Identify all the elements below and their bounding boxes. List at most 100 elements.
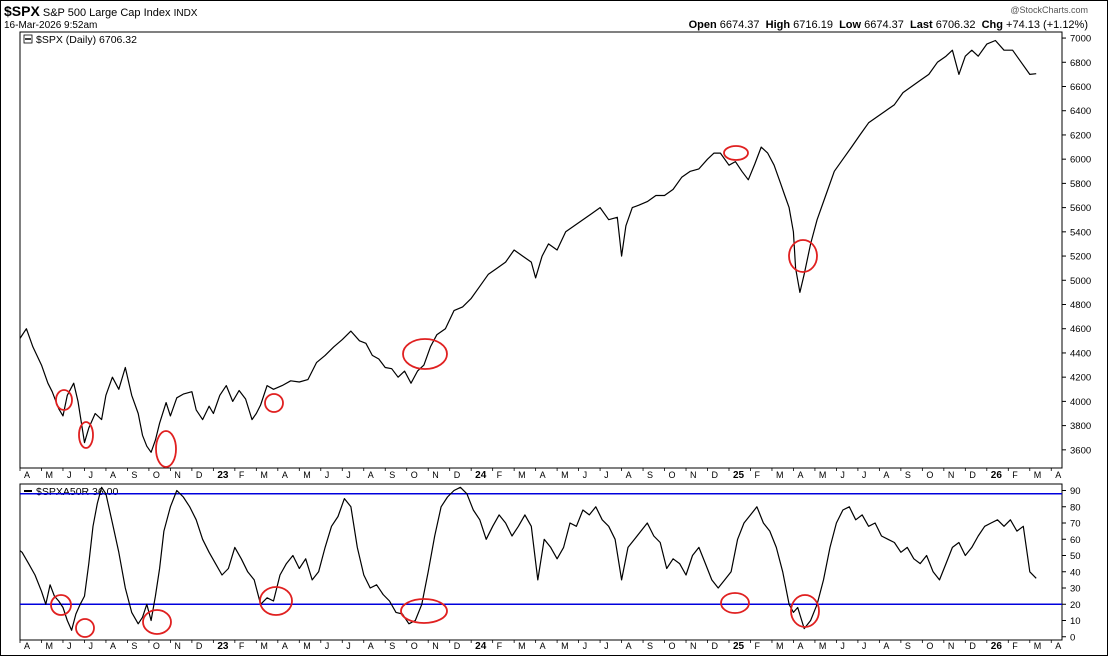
- breadth-xtick-label: J: [325, 641, 330, 651]
- breadth-xtick-label: S: [905, 641, 911, 651]
- breadth-xtick-label: 26: [991, 641, 1003, 652]
- price-ytick-label: 5200: [1070, 252, 1091, 263]
- breadth-xtick-label: M: [1034, 641, 1042, 651]
- price-xtick-label: 26: [991, 470, 1003, 481]
- breadth-xtick-label: D: [712, 641, 719, 651]
- price-xtick-label: D: [712, 470, 719, 480]
- price-xtick-label: A: [626, 470, 632, 480]
- price-ytick-label: 4800: [1070, 300, 1091, 311]
- highlight-circle: [788, 239, 818, 273]
- price-xtick-label: M: [561, 470, 569, 480]
- breadth-xtick-label: M: [45, 641, 53, 651]
- breadth-xtick-label: A: [883, 641, 889, 651]
- breadth-xtick-label: F: [754, 641, 760, 651]
- price-xtick-label: J: [583, 470, 588, 480]
- watermark: @StockCharts.com: [1010, 5, 1088, 15]
- highlight-circle: [790, 594, 820, 628]
- price-xtick-label: J: [604, 470, 609, 480]
- price-xtick-label: M: [518, 470, 526, 480]
- price-xtick-label: O: [669, 470, 676, 480]
- breadth-legend-text: $SPXA50R 36.00: [36, 486, 118, 498]
- price-series-line: [20, 39, 1037, 453]
- breadth-xtick-label: M: [260, 641, 268, 651]
- price-xtick-label: J: [862, 470, 867, 480]
- price-xtick-label: D: [196, 470, 203, 480]
- price-ytick-label: 5600: [1070, 203, 1091, 214]
- breadth-xtick-label: D: [969, 641, 976, 651]
- breadth-panel-border: [19, 483, 1063, 641]
- price-xtick-label: A: [282, 470, 288, 480]
- price-xtick-label: N: [690, 470, 697, 480]
- breadth-xtick-label: M: [518, 641, 526, 651]
- price-xtick-label: F: [497, 470, 503, 480]
- breadth-xtick-label: A: [282, 641, 288, 651]
- price-xtick-label: S: [905, 470, 911, 480]
- breadth-legend: $SPXA50R 36.00: [24, 486, 118, 498]
- price-xtick-label: N: [948, 470, 955, 480]
- price-xtick-label: N: [174, 470, 181, 480]
- breadth-xtick-label: A: [540, 641, 546, 651]
- breadth-xtick-label: A: [368, 641, 374, 651]
- breadth-xtick-label: O: [926, 641, 933, 651]
- breadth-xtick-label: S: [131, 641, 137, 651]
- breadth-xtick-label: J: [862, 641, 867, 651]
- breadth-xtick-label: J: [604, 641, 609, 651]
- breadth-xtick-label: O: [669, 641, 676, 651]
- change-value: +74.13 (+1.12%): [1006, 19, 1088, 31]
- price-xtick-label: A: [1055, 470, 1061, 480]
- price-xtick-label: M: [1034, 470, 1042, 480]
- price-xtick-label: A: [110, 470, 116, 480]
- price-ytick-label: 7000: [1070, 34, 1091, 45]
- breadth-ytick-label: 30: [1070, 584, 1081, 595]
- breadth-xtick-label: O: [411, 641, 418, 651]
- price-xtick-label: J: [67, 470, 72, 480]
- price-xtick-label: 24: [475, 470, 487, 481]
- breadth-xtick-label: D: [454, 641, 461, 651]
- breadth-xtick-label: M: [561, 641, 569, 651]
- breadth-xtick-label: 23: [217, 641, 229, 652]
- highlight-circle: [720, 592, 750, 614]
- price-ytick-label: 3800: [1070, 421, 1091, 432]
- price-ytick-label: 3600: [1070, 445, 1091, 456]
- breadth-xtick-label: O: [153, 641, 160, 651]
- breadth-xtick-label: N: [432, 641, 439, 651]
- price-xtick-label: M: [260, 470, 268, 480]
- price-xtick-label: F: [754, 470, 760, 480]
- highlight-circle: [723, 145, 749, 161]
- highlight-circle: [155, 430, 177, 468]
- highlight-circle: [402, 338, 448, 370]
- breadth-xtick-label: 24: [475, 641, 487, 652]
- breadth-xtick-label: M: [819, 641, 827, 651]
- price-xtick-label: J: [346, 470, 351, 480]
- breadth-ytick-label: 40: [1070, 567, 1081, 578]
- breadth-ytick-label: 70: [1070, 519, 1081, 530]
- price-xtick-label: M: [776, 470, 784, 480]
- price-xtick-label: A: [797, 470, 803, 480]
- price-legend: $SPX (Daily) 6706.32: [23, 34, 137, 46]
- highlight-circle: [78, 421, 94, 449]
- price-xtick-label: J: [840, 470, 845, 480]
- breadth-xtick-label: M: [776, 641, 784, 651]
- breadth-xtick-label: A: [110, 641, 116, 651]
- breadth-xtick-label: M: [303, 641, 311, 651]
- title-block: $SPX S&P 500 Large Cap Index INDX: [4, 3, 197, 19]
- high-value: 6716.19: [793, 19, 833, 31]
- price-ytick-label: 5000: [1070, 276, 1091, 287]
- breadth-xtick-label: S: [389, 641, 395, 651]
- price-xtick-label: 23: [217, 470, 229, 481]
- breadth-xtick-label: A: [626, 641, 632, 651]
- price-ytick-label: 4400: [1070, 348, 1091, 359]
- breadth-xtick-label: D: [196, 641, 203, 651]
- open-value: 6674.37: [719, 19, 760, 31]
- price-xtick-label: A: [883, 470, 889, 480]
- low-value: 6674.37: [864, 19, 904, 31]
- exchange: INDX: [173, 8, 198, 19]
- price-xtick-label: M: [303, 470, 311, 480]
- breadth-ytick-label: 20: [1070, 600, 1081, 611]
- price-xtick-label: A: [540, 470, 546, 480]
- price-ytick-label: 6400: [1070, 106, 1091, 117]
- price-xtick-label: D: [454, 470, 461, 480]
- price-xtick-label: O: [926, 470, 933, 480]
- datetime: 16-Mar-2026 9:52am: [4, 20, 98, 31]
